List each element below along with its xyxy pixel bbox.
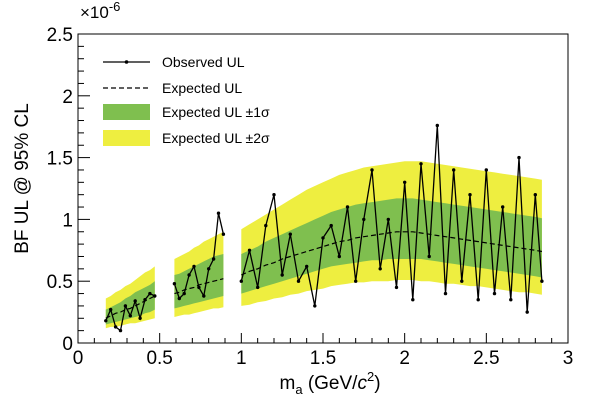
observed-point xyxy=(118,328,123,333)
observed-point xyxy=(143,298,147,302)
legend-two-sigma-swatch xyxy=(103,130,150,146)
y-tick-label: 0 xyxy=(62,334,73,355)
observed-point xyxy=(153,294,157,298)
observed-point xyxy=(216,211,221,215)
observed-point xyxy=(362,217,366,222)
y-multiplier: ×10-6 xyxy=(80,0,120,22)
expected-line-2 xyxy=(241,231,543,276)
observed-point xyxy=(394,285,399,290)
observed-point xyxy=(460,279,464,283)
observed-point xyxy=(345,205,350,209)
observed-point xyxy=(403,180,407,184)
observed-point xyxy=(177,296,181,301)
x-tick-label: 1 xyxy=(236,348,247,369)
legend: Observed UL Expected UL Expected UL ±1σ Exp… xyxy=(103,54,270,146)
observed-point xyxy=(192,264,196,269)
observed-point xyxy=(419,162,423,166)
x-tick-label: 2 xyxy=(399,348,410,369)
observed-point xyxy=(207,267,211,271)
observed-point xyxy=(187,273,191,277)
observed-point xyxy=(247,248,252,252)
observed-point xyxy=(411,298,415,302)
observed-point xyxy=(104,319,108,323)
observed-point xyxy=(221,232,226,236)
observed-point xyxy=(337,254,341,259)
observed-point xyxy=(321,236,325,240)
x-axis-title: ma (GeV/c2) xyxy=(279,369,380,397)
observed-point xyxy=(443,291,448,296)
observed-point xyxy=(509,298,513,302)
x-tick-label: 0.5 xyxy=(146,348,172,369)
y-tick-label: 1 xyxy=(62,210,73,231)
observed-point xyxy=(109,307,113,312)
observed-point xyxy=(305,264,309,269)
observed-point xyxy=(501,205,505,209)
one-sigma-band-0 xyxy=(105,281,155,325)
observed-point xyxy=(533,193,537,197)
observed-point xyxy=(370,168,374,172)
observed-point xyxy=(378,267,382,271)
observed-point xyxy=(296,279,301,283)
x-tick-label: 2.5 xyxy=(473,348,499,369)
observed-line-2 xyxy=(240,125,543,313)
y-axis-title: BF UL @ 95% CL xyxy=(12,103,33,254)
observed-point xyxy=(138,316,142,320)
x-tick-label: 1.5 xyxy=(310,348,336,369)
legend-one-sigma-swatch xyxy=(103,104,150,120)
observed-point xyxy=(272,193,276,197)
observed-point xyxy=(468,193,472,197)
one-sigma-band-1 xyxy=(174,254,224,309)
legend-label: Expected UL ±2σ xyxy=(162,130,270,146)
observed-point xyxy=(540,279,544,283)
observed-point xyxy=(133,299,137,303)
axis-labels: 0 0.5 1 1.5 2 2.5 3 0 0.5 1 1.5 2 2.5 ×10-6 BF UL @ 95… xyxy=(12,0,573,397)
observed-point xyxy=(484,168,488,172)
observed-point xyxy=(128,314,132,318)
y-tick-label: 0.5 xyxy=(47,272,73,293)
y-tick-label: 1.5 xyxy=(47,149,73,170)
observed-point xyxy=(211,257,216,261)
observed-point xyxy=(313,304,317,308)
observed-point xyxy=(386,217,390,222)
observed-point xyxy=(329,223,333,228)
legend-label: Expected UL xyxy=(162,80,242,96)
observed-point xyxy=(427,254,431,259)
x-tick-label: 0 xyxy=(73,348,84,369)
y-tick-label: 2.5 xyxy=(47,25,73,46)
observed-point xyxy=(452,168,456,172)
observed-point xyxy=(264,223,268,228)
observed-point xyxy=(435,123,439,128)
observed-point xyxy=(197,285,201,290)
observed-point xyxy=(525,310,529,314)
observed-point xyxy=(182,291,186,296)
observed-point xyxy=(517,155,521,160)
axis-ticks xyxy=(77,33,569,344)
observed-point xyxy=(123,304,128,308)
observed-point xyxy=(256,285,260,290)
observed-point xyxy=(288,232,292,236)
observed-point xyxy=(354,279,358,283)
observed-point xyxy=(172,282,177,286)
one-sigma-bands xyxy=(105,198,542,325)
observed-lines xyxy=(104,123,544,333)
legend-label: Observed UL xyxy=(162,54,245,70)
y-tick-label: 2 xyxy=(62,87,73,108)
observed-point xyxy=(113,325,118,329)
observed-point xyxy=(492,291,497,296)
observed-point xyxy=(148,291,152,296)
legend-label: Expected UL ±1σ xyxy=(162,104,270,120)
x-tick-label: 3 xyxy=(563,348,574,369)
observed-point xyxy=(476,298,480,302)
legend-observed-marker xyxy=(124,60,129,64)
observed-point xyxy=(280,273,284,277)
observed-point xyxy=(239,279,243,283)
observed-point xyxy=(202,294,206,298)
